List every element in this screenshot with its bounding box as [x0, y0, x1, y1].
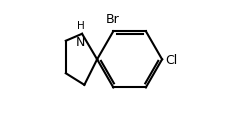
Text: H: H — [77, 21, 85, 31]
Text: N: N — [76, 36, 86, 49]
Text: Cl: Cl — [165, 53, 177, 66]
Text: Br: Br — [105, 13, 119, 26]
